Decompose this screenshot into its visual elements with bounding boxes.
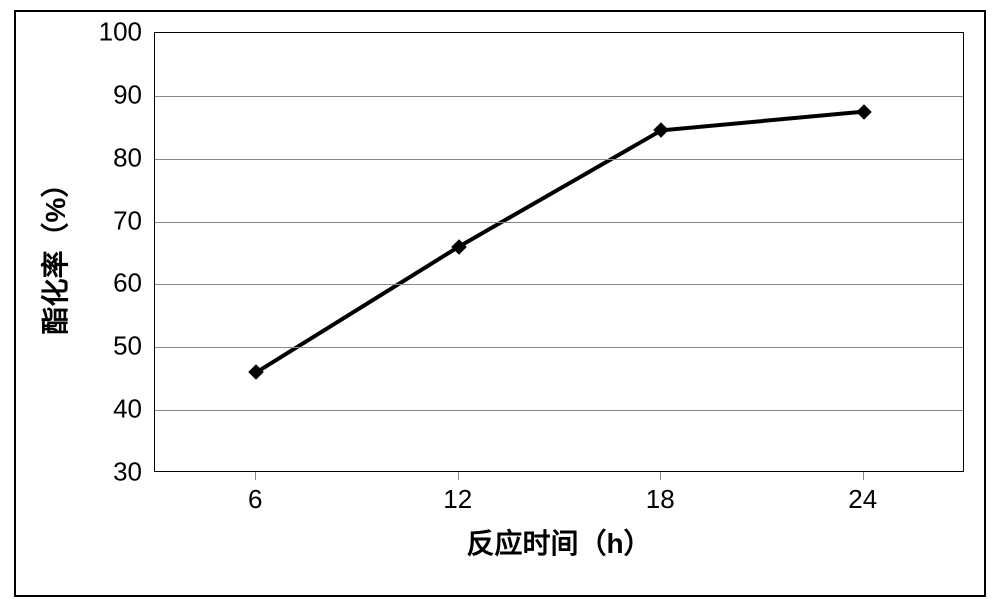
gridline-horizontal <box>155 222 963 223</box>
x-tick-label: 18 <box>646 484 675 515</box>
gridline-horizontal <box>155 159 963 160</box>
y-tick-label: 50 <box>82 331 142 362</box>
gridline-horizontal <box>155 284 963 285</box>
x-tick-label: 24 <box>848 484 877 515</box>
x-tick-mark <box>660 472 661 480</box>
y-axis-title: 酯化率（%） <box>34 170 74 335</box>
plot-area <box>154 32 964 472</box>
y-tick-label: 60 <box>82 268 142 299</box>
y-tick-label: 40 <box>82 394 142 425</box>
data-line <box>155 33 965 473</box>
y-tick-label: 100 <box>82 17 142 48</box>
y-tick-label: 30 <box>82 457 142 488</box>
x-tick-mark <box>255 472 256 480</box>
y-tick-label: 80 <box>82 142 142 173</box>
x-tick-mark <box>458 472 459 480</box>
y-tick-label: 90 <box>82 79 142 110</box>
gridline-horizontal <box>155 347 963 348</box>
x-tick-label: 6 <box>248 484 262 515</box>
gridline-horizontal <box>155 96 963 97</box>
x-tick-label: 12 <box>443 484 472 515</box>
x-axis-title: 反应时间（h） <box>466 522 651 562</box>
gridline-horizontal <box>155 410 963 411</box>
x-tick-mark <box>863 472 864 480</box>
y-tick-label: 70 <box>82 205 142 236</box>
